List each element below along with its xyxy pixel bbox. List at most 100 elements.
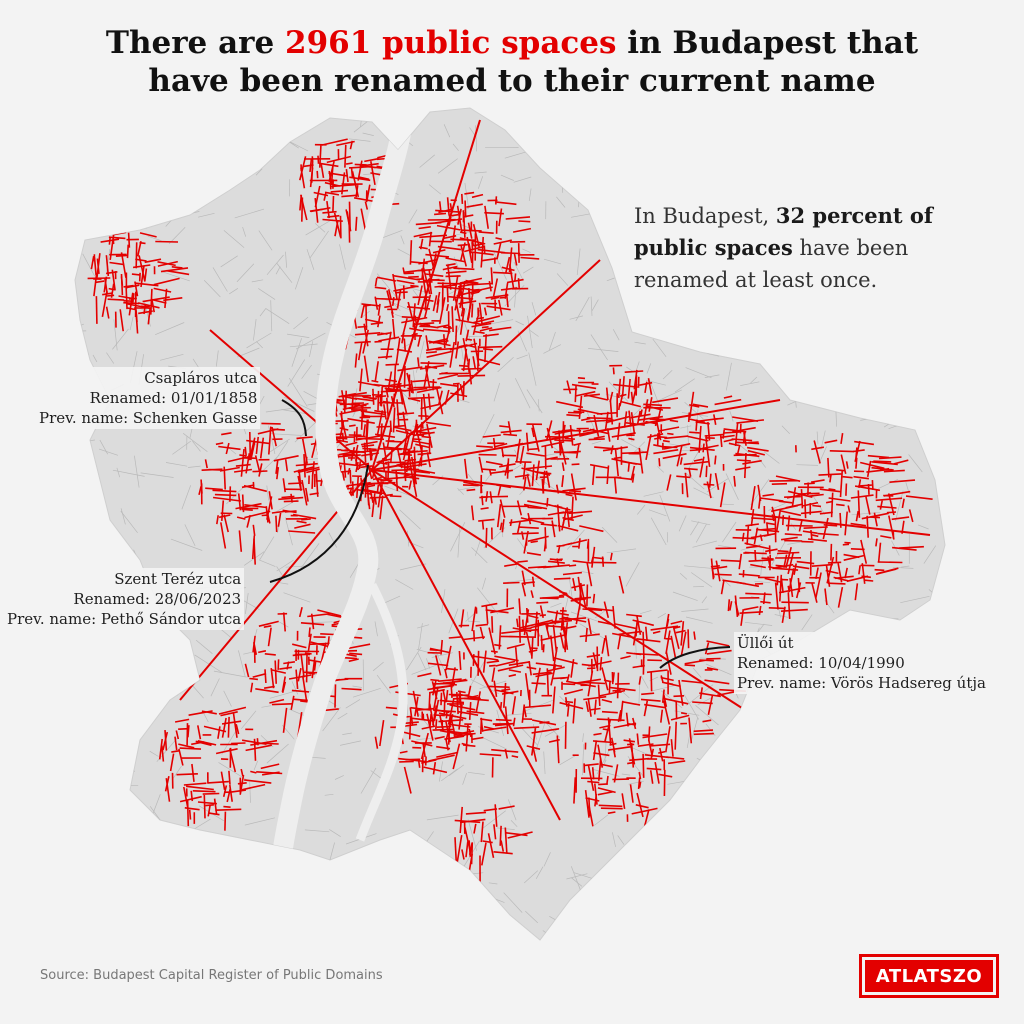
renamed-street-segment [819, 488, 841, 493]
street-segment [909, 149, 926, 179]
renamed-street-segment [428, 338, 448, 344]
leader-line-ulloi [659, 646, 731, 669]
renamed-street-segment [491, 616, 494, 633]
street-segment [591, 440, 602, 445]
renamed-street-segment [492, 278, 499, 297]
renamed-street-segment [667, 760, 686, 765]
street-segment [437, 158, 458, 174]
renamed-street-segment [397, 366, 423, 372]
renamed-street-segment [477, 650, 480, 676]
renamed-street-segment [244, 663, 250, 678]
street-segment [416, 870, 419, 887]
street-segment [825, 893, 832, 907]
renamed-street-segment [873, 460, 892, 463]
renamed-street-segment [645, 434, 652, 461]
street-segment [417, 652, 427, 671]
renamed-street-segment [266, 496, 273, 520]
renamed-street-segment [516, 521, 521, 534]
renamed-street-segment [483, 726, 507, 732]
street-segment [796, 464, 819, 466]
street-segment [195, 639, 213, 654]
renamed-street-segment [812, 504, 822, 508]
street-segment [571, 213, 592, 218]
renamed-street-segment [344, 144, 347, 168]
atlatszo-logo[interactable]: ATLATSZO [859, 954, 999, 998]
street-segment [418, 623, 423, 650]
street-segment [893, 148, 915, 162]
renamed-street-segment [478, 456, 484, 473]
street-segment [170, 538, 203, 551]
renamed-street-segment [568, 490, 581, 493]
renamed-street-segment [330, 189, 349, 193]
renamed-street-segment [858, 565, 861, 575]
renamed-street-segment [345, 643, 371, 650]
renamed-street-segment [465, 329, 470, 342]
renamed-street-segment [518, 220, 531, 223]
renamed-street-segment [402, 411, 407, 433]
street-segment [425, 932, 440, 940]
renamed-street-segment [531, 682, 546, 685]
street-segment [531, 302, 537, 316]
street-segment [287, 359, 306, 387]
renamed-street-segment [604, 635, 610, 657]
street-segment [678, 515, 687, 532]
renamed-street-segment [641, 692, 655, 696]
renamed-street-segment [753, 527, 759, 545]
renamed-street-segment [489, 469, 514, 475]
street-segment [607, 881, 622, 900]
street-segment [840, 782, 853, 814]
renamed-street-segment [855, 510, 859, 522]
renamed-street-segment [436, 725, 452, 728]
renamed-street-segment [474, 330, 485, 334]
street-segment [140, 472, 174, 478]
renamed-street-segment [658, 426, 680, 432]
renamed-street-segment [412, 438, 422, 441]
street-segment [101, 901, 105, 918]
renamed-street-segment [504, 749, 509, 759]
street-segment [606, 277, 615, 282]
street-segment [659, 494, 671, 522]
street-segment [513, 261, 524, 281]
renamed-street-segment [452, 382, 460, 385]
renamed-street-segment [215, 442, 224, 446]
renamed-street-segment [443, 326, 453, 329]
street-segment [188, 866, 200, 873]
renamed-street-segment [618, 402, 621, 411]
street-segment [537, 399, 540, 412]
renamed-street-segment [486, 305, 511, 311]
renamed-street-segment [301, 675, 308, 701]
renamed-street-segment [758, 497, 761, 509]
renamed-street-segment [428, 754, 455, 762]
renamed-street-segment [867, 483, 870, 495]
renamed-street-segment [720, 559, 741, 562]
street-segment [885, 786, 909, 798]
street-segment [566, 529, 585, 550]
renamed-street-segment [392, 378, 396, 393]
renamed-street-segment [495, 201, 517, 206]
street-segment [513, 176, 532, 183]
renamed-street-segment [319, 145, 322, 168]
street-segment [198, 212, 215, 218]
street-segment [372, 661, 384, 672]
renamed-street-segment [562, 683, 576, 686]
street-segment [304, 829, 330, 833]
renamed-street-segment [413, 386, 441, 389]
renamed-street-segment [601, 667, 609, 691]
renamed-street-segment [432, 684, 453, 689]
street-segment [936, 163, 943, 174]
street-segment [594, 814, 609, 826]
street-segment [865, 861, 879, 875]
renamed-street-segment [508, 661, 531, 666]
renamed-street-segment [308, 627, 311, 638]
renamed-street-segment [780, 608, 808, 612]
renamed-street-segment [463, 481, 483, 487]
renamed-street-segment [520, 256, 540, 260]
street-segment [854, 383, 871, 401]
renamed-street-segment [479, 496, 489, 499]
renamed-street-segment [277, 512, 282, 527]
street-segment [722, 521, 737, 543]
street-segment [526, 389, 543, 414]
street-segment [97, 780, 107, 794]
renamed-street-segment [481, 602, 498, 608]
renamed-street-segment [445, 690, 449, 703]
